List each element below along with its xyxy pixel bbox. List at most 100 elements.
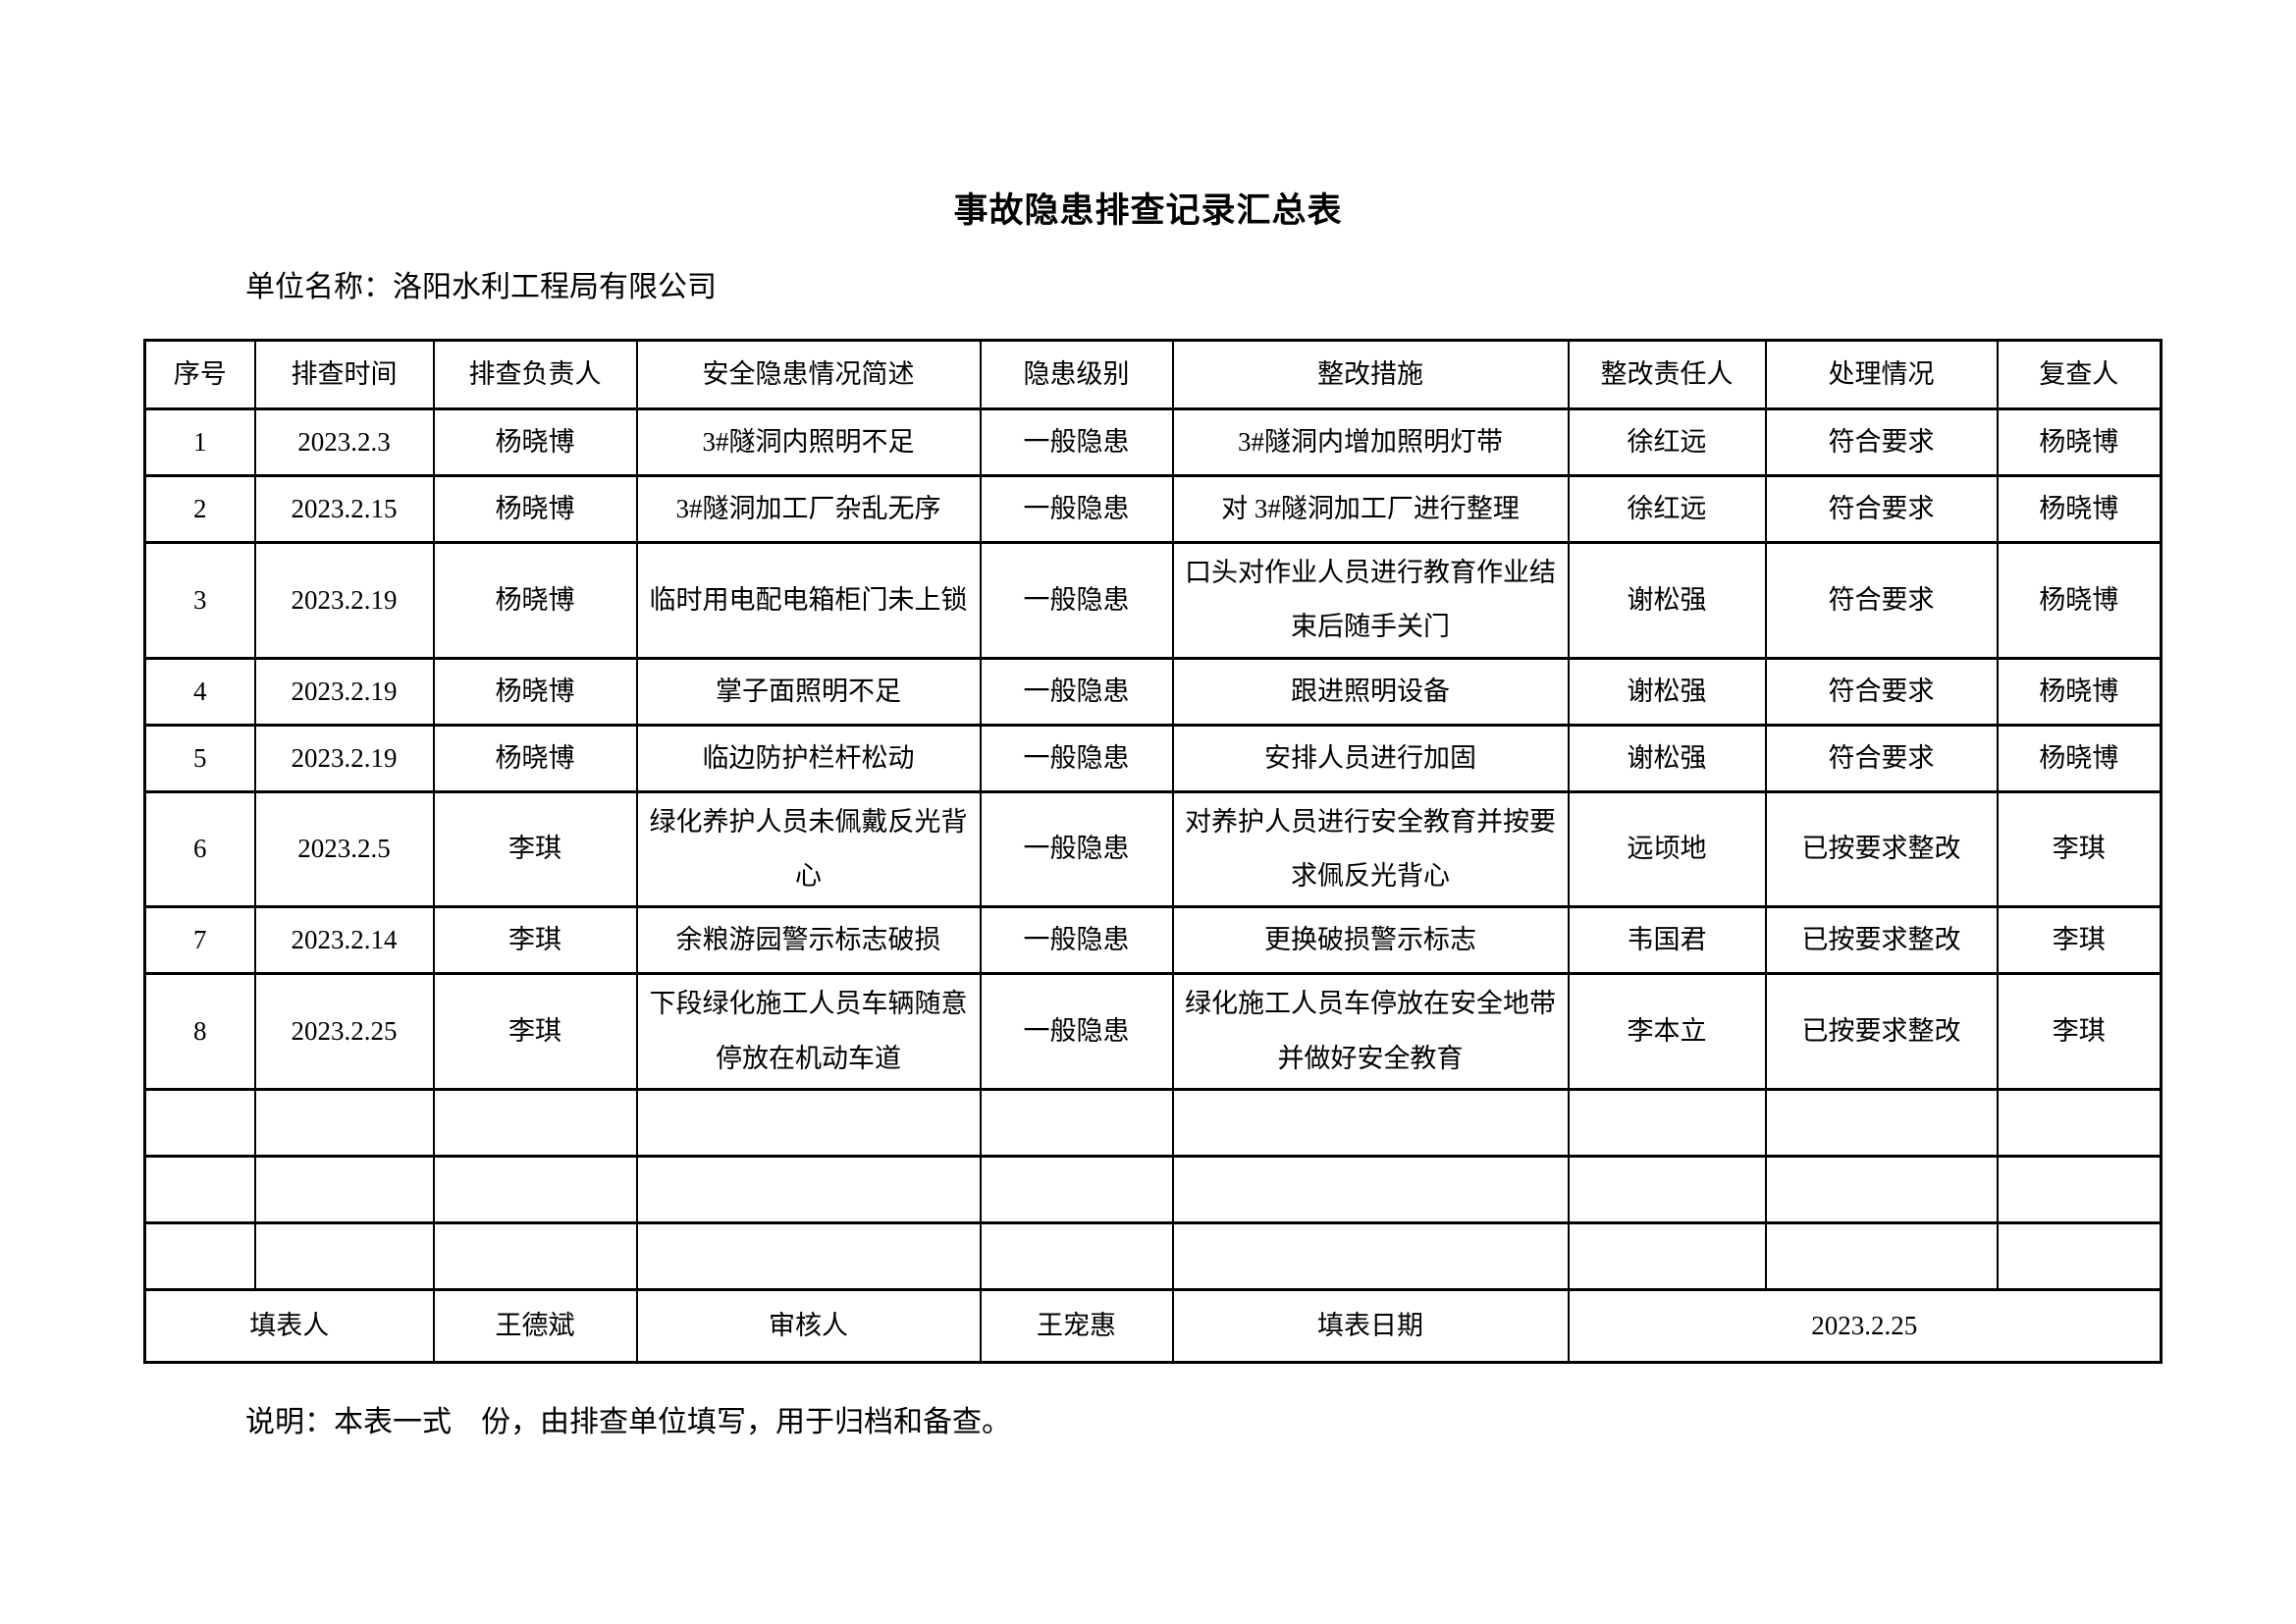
- table-cell: 已按要求整改: [1764, 789, 1999, 909]
- table-cell: 2: [143, 474, 256, 544]
- table-cell: 李琪: [432, 972, 638, 1092]
- empty-cell: [1996, 1088, 2163, 1159]
- table-cell: 徐红远: [1567, 474, 1767, 544]
- table-cell: 谢松强: [1567, 656, 1767, 727]
- empty-cell: [635, 1221, 982, 1292]
- hazard-summary-table: 序号 排查时间 排查负责人 安全隐患情况简述 隐患级别 整改措施 整改责任人 处理情况 复查人 …: [143, 339, 2163, 1365]
- table-cell: 一般隐患: [979, 656, 1174, 727]
- empty-cell: [1171, 1088, 1570, 1159]
- table-row: 3 2023.2.19 杨晓博 临时用电配电箱柜门未上锁 一般隐患 口头对作业人员进行教育…: [143, 541, 2163, 660]
- table-cell: 徐红远: [1567, 407, 1767, 477]
- footer-row: 填表人 王德斌 审核人 王宠惠 填表日期 2023.2.25: [143, 1288, 2163, 1365]
- empty-cell: [1996, 1221, 2163, 1292]
- table-cell: 更换破损警示标志: [1171, 905, 1570, 976]
- empty-cell: [1996, 1155, 2163, 1225]
- table-cell: 一般隐患: [979, 789, 1174, 909]
- table-header-row: 序号 排查时间 排查负责人 安全隐患情况简述 隐患级别 整改措施 整改责任人 处理情况 复查人: [143, 339, 2163, 410]
- table-cell: 李琪: [1996, 905, 2163, 976]
- table-cell: 3: [143, 541, 256, 660]
- table-cell: 已按要求整改: [1764, 972, 1999, 1092]
- empty-cell: [1567, 1088, 1767, 1159]
- empty-cell: [1764, 1088, 1999, 1159]
- table-cell: 临边防护栏杆松动: [635, 723, 982, 793]
- table-cell: 安排人员进行加固: [1171, 723, 1570, 793]
- unit-name: 单位名称：洛阳水利工程局有限公司: [245, 271, 717, 303]
- column-header: 处理情况: [1764, 339, 1999, 410]
- column-header: 整改措施: [1171, 339, 1570, 410]
- table-cell: 符合要求: [1764, 407, 1999, 477]
- table-cell: 谢松强: [1567, 723, 1767, 793]
- empty-cell: [979, 1155, 1174, 1225]
- table-cell: 杨晓博: [1996, 474, 2163, 544]
- empty-cell: [1764, 1221, 1999, 1292]
- reviewer-label-cell: 审核人: [635, 1288, 982, 1365]
- table-row: 1 2023.2.3 杨晓博 3#隧洞内照明不足 一般隐患 3#隧洞内增加照明灯带 徐红远符…: [143, 407, 2163, 477]
- reviewer-value-cell: 王宠惠: [979, 1288, 1174, 1365]
- table-cell: 符合要求: [1764, 541, 1999, 660]
- table-cell: 3#隧洞内照明不足: [635, 407, 982, 477]
- table-cell: 杨晓博: [432, 474, 638, 544]
- table-cell: 2023.2.15: [253, 474, 435, 544]
- empty-cell: [432, 1155, 638, 1225]
- date-value-cell: 2023.2.25: [1567, 1288, 2163, 1365]
- table-cell: 远顷地: [1567, 789, 1767, 909]
- table-cell: 1: [143, 407, 256, 477]
- table-row: 5 2023.2.19 杨晓博 临边防护栏杆松动 一般隐患 安排人员进行加固 谢松强 符合要求…: [143, 723, 2163, 793]
- table-cell: 符合要求: [1764, 656, 1999, 727]
- table-cell: 2023.2.19: [253, 656, 435, 727]
- table-cell: 掌子面照明不足: [635, 656, 982, 727]
- column-header: 排查负责人: [432, 339, 638, 410]
- empty-cell: [635, 1155, 982, 1225]
- table-cell: 2023.2.14: [253, 905, 435, 976]
- column-header: 隐患级别: [979, 339, 1174, 410]
- filler-label-cell: 填表人: [143, 1288, 435, 1365]
- table-cell: 杨晓博: [1996, 656, 2163, 727]
- table-cell: 李琪: [432, 905, 638, 976]
- table-cell: 一般隐患: [979, 407, 1174, 477]
- table-cell: 绿化施工人员车停放在安全地带并做好安全教育: [1171, 972, 1570, 1092]
- table-cell: 3#隧洞加工厂杂乱无序: [635, 474, 982, 544]
- table-cell: 余粮游园警示标志破损: [635, 905, 982, 976]
- empty-row: [143, 1221, 2163, 1292]
- empty-cell: [432, 1088, 638, 1159]
- empty-cell: [1171, 1155, 1570, 1225]
- table-cell: 谢松强: [1567, 541, 1767, 660]
- table-cell: 李本立: [1567, 972, 1767, 1092]
- table-cell: 8: [143, 972, 256, 1092]
- empty-cell: [143, 1088, 256, 1159]
- table-row: 8 2023.2.25 李琪 下段绿化施工人员车辆随意停放在机动车道 一般隐患 绿化施工人…: [143, 972, 2163, 1092]
- table-row: 7 2023.2.14 李琪 余粮游园警示标志破损 一般隐患 更换破损警示标志 韦国君 已按要…: [143, 905, 2163, 976]
- table-cell: 一般隐患: [979, 723, 1174, 793]
- empty-cell: [143, 1155, 256, 1225]
- column-header: 安全隐患情况简述: [635, 339, 982, 410]
- table-row: 6 2023.2.5 李琪 绿化养护人员未佩戴反光背心 一般隐患 对养护人员进行安全教育并…: [143, 789, 2163, 909]
- table-cell: 对 3#隧洞加工厂进行整理: [1171, 474, 1570, 544]
- table-cell: 绿化养护人员未佩戴反光背心: [635, 789, 982, 909]
- date-label-cell: 填表日期: [1171, 1288, 1570, 1365]
- table-cell: 李琪: [1996, 789, 2163, 909]
- note-text: 说明：本表一式 份，由排查单位填写，用于归档和备查。: [245, 1406, 1011, 1439]
- table-cell: 杨晓博: [1996, 723, 2163, 793]
- empty-cell: [635, 1088, 982, 1159]
- table-cell: 韦国君: [1567, 905, 1767, 976]
- table-cell: 2023.2.19: [253, 723, 435, 793]
- table-cell: 7: [143, 905, 256, 976]
- empty-row: [143, 1088, 2163, 1159]
- page-title: 事故隐患排查记录汇总表: [953, 191, 1343, 230]
- table-cell: 一般隐患: [979, 541, 1174, 660]
- table-cell: 符合要求: [1764, 723, 1999, 793]
- table-cell: 杨晓博: [432, 723, 638, 793]
- table-cell: 2023.2.5: [253, 789, 435, 909]
- table-cell: 杨晓博: [1996, 541, 2163, 660]
- empty-cell: [979, 1088, 1174, 1159]
- table-cell: 杨晓博: [1996, 407, 2163, 477]
- empty-cell: [253, 1221, 435, 1292]
- empty-cell: [1171, 1221, 1570, 1292]
- table-cell: 一般隐患: [979, 905, 1174, 976]
- column-header: 复查人: [1996, 339, 2163, 410]
- filler-value-cell: 王德斌: [432, 1288, 638, 1365]
- empty-cell: [979, 1221, 1174, 1292]
- table-row: 4 2023.2.19 杨晓博 掌子面照明不足 一般隐患 跟进照明设备 谢松强 符合要求 杨晓博: [143, 656, 2163, 727]
- table-cell: 符合要求: [1764, 474, 1999, 544]
